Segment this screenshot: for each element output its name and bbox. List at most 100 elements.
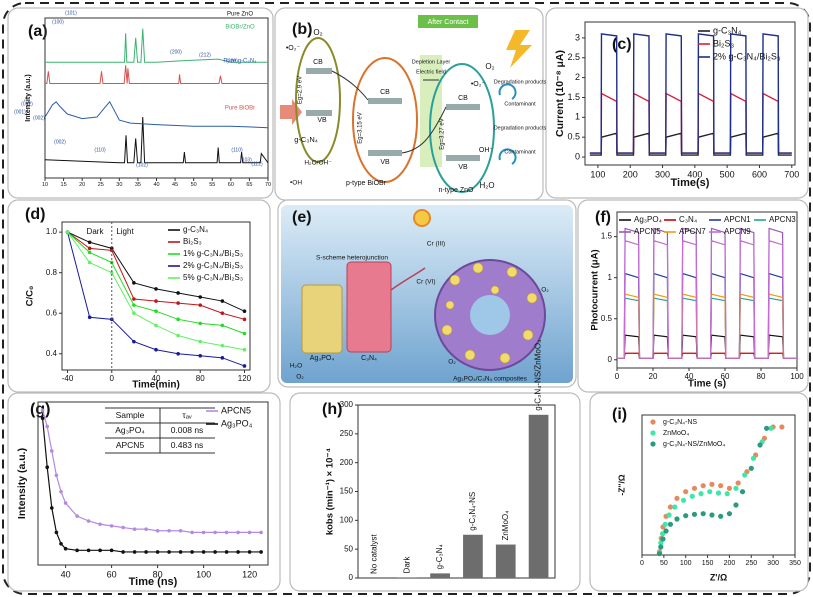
data-point xyxy=(154,323,158,328)
data-point xyxy=(40,408,45,412)
bar xyxy=(463,534,483,578)
legend-label: APCN9 xyxy=(724,227,751,236)
category-label: g-C₃N₄-NS xyxy=(468,492,477,531)
diagram-text: O₂ xyxy=(296,374,304,381)
category-label: No catalyst xyxy=(370,534,379,574)
data-point xyxy=(132,311,136,316)
legend-label: Bi₂S₃ xyxy=(183,237,202,246)
x-tick-label: 15 xyxy=(61,182,67,188)
diagram-text: C₃N₄ xyxy=(361,355,377,362)
data-point xyxy=(132,281,136,285)
data-point xyxy=(691,511,698,517)
data-point xyxy=(674,516,680,522)
legend-label: 2% g-C₃N₄/Bi₂S₃ xyxy=(713,51,781,61)
particles xyxy=(441,262,538,364)
particle xyxy=(499,352,511,364)
data-point xyxy=(667,521,674,527)
panel-label: (h) xyxy=(322,401,342,418)
data-point xyxy=(167,528,171,533)
y-tick-label: 300 xyxy=(340,400,354,409)
annotation: (110) xyxy=(231,147,243,153)
x-tick-label: 120 xyxy=(238,374,252,383)
panel-label: (c) xyxy=(612,36,632,53)
data-point xyxy=(757,442,763,448)
data-point xyxy=(700,483,706,489)
panel-frame xyxy=(7,7,274,199)
after-contact-tag xyxy=(418,15,478,28)
data-point xyxy=(656,551,663,557)
data-point xyxy=(176,333,180,338)
data-point xyxy=(768,425,774,431)
annotation: (101) xyxy=(65,10,77,16)
data-point xyxy=(167,550,171,554)
data-point xyxy=(242,317,247,322)
data-point xyxy=(198,295,203,299)
diagram-text: •O₂⁻ xyxy=(471,81,486,88)
annotation: (001) xyxy=(14,109,26,115)
series-label: Pure g-C₃N₄ xyxy=(223,59,257,65)
data-point xyxy=(247,550,252,554)
annotation: (112) xyxy=(251,161,263,167)
data-point xyxy=(198,354,203,358)
panel-label: (b) xyxy=(292,21,312,38)
diagram-text: OH⁻ xyxy=(479,147,494,154)
panel-frame xyxy=(289,392,581,592)
band xyxy=(446,104,480,110)
diagram-text: Contaminant xyxy=(504,101,536,107)
heterojunction-schematic xyxy=(280,15,532,193)
data-point xyxy=(40,416,45,421)
legend-label: Ag₃PO₄ xyxy=(221,418,253,428)
data-point xyxy=(109,548,114,553)
x-axis-title: Z'/Ω xyxy=(710,572,727,582)
data-point xyxy=(718,513,724,519)
data-point xyxy=(213,550,217,554)
diagram-text: H₂O/OH⁻ xyxy=(304,160,332,167)
panel-label: (f) xyxy=(595,209,611,226)
legend-label: g-C₃N₄ xyxy=(183,225,208,234)
bar xyxy=(430,573,450,578)
x-tick-label: 300 xyxy=(655,169,670,179)
annotation: (110) xyxy=(94,147,106,153)
band xyxy=(446,155,480,161)
data-point xyxy=(176,291,180,295)
data-point xyxy=(45,465,49,470)
data-point xyxy=(726,511,733,517)
table-cell: Sample xyxy=(116,410,145,420)
cycle-arrow xyxy=(498,83,517,165)
x-tick-label: 40 xyxy=(153,182,159,188)
bar xyxy=(397,577,418,578)
y-tick-label: 200 xyxy=(340,458,354,467)
y-tick-label: 0 xyxy=(608,355,613,364)
annotation: Dark xyxy=(87,227,105,236)
legend-label: 5% g-C₃N₄/Bi₂S₃ xyxy=(183,273,243,282)
data-point xyxy=(663,528,669,534)
diagram-text: O₂ xyxy=(448,359,456,366)
particle xyxy=(490,285,500,295)
data-point xyxy=(155,528,160,533)
diagram-text: g-C₃N₄ xyxy=(294,135,318,144)
y-tick-label: 250 xyxy=(340,429,354,438)
data-point xyxy=(201,550,206,554)
band xyxy=(368,98,402,104)
data-point xyxy=(178,550,183,554)
particle xyxy=(464,349,476,361)
data-point xyxy=(198,303,203,307)
data-point xyxy=(86,519,91,523)
diagram-text: CB xyxy=(458,95,468,102)
x-tick-label: 45 xyxy=(172,182,178,188)
data-point xyxy=(763,425,770,431)
panel-label: (d) xyxy=(25,206,45,223)
data-point xyxy=(733,502,739,508)
data-point xyxy=(220,311,225,316)
diagram-text: CB xyxy=(313,59,323,66)
x-axis-title: Time(s) xyxy=(671,177,710,189)
y-tick-label: 1 xyxy=(608,273,613,282)
legend-label: C₃N₄ xyxy=(679,215,697,224)
x-tick-label: 250 xyxy=(745,560,757,567)
legend-label: APCN7 xyxy=(679,227,706,236)
x-tick-label: 40 xyxy=(152,374,161,383)
x-tick-label: 40 xyxy=(61,569,71,579)
band xyxy=(306,68,332,74)
data-point xyxy=(132,297,136,301)
table-cell: Ag₃PO₄ xyxy=(115,425,145,435)
